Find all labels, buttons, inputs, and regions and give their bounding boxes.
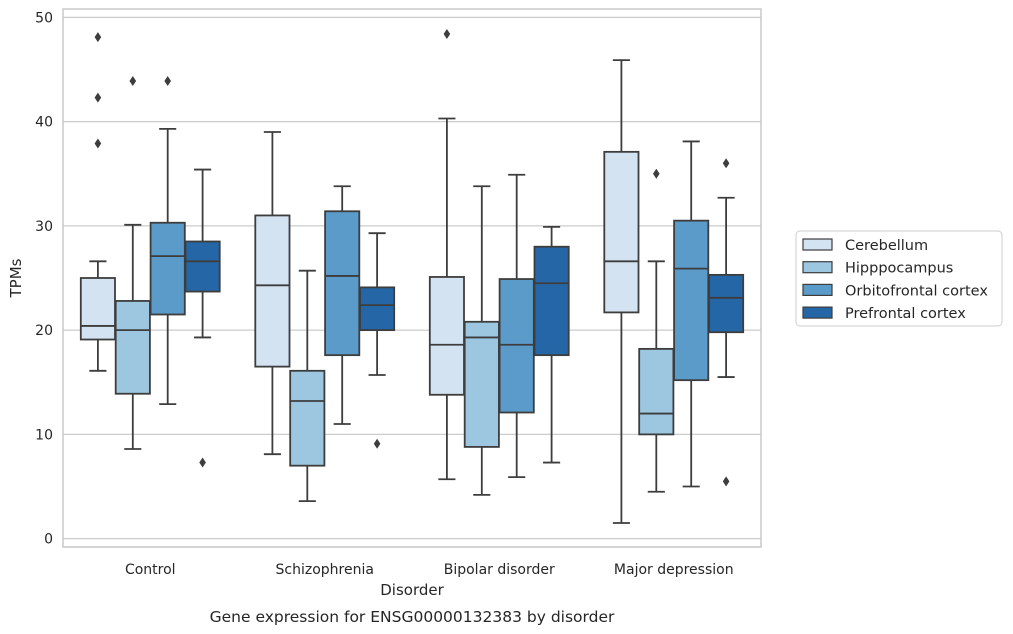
x-axis-title: Disorder: [380, 581, 444, 599]
y-tick-label: 40: [35, 115, 53, 131]
y-tick-label: 0: [44, 532, 53, 548]
y-tick-label: 50: [35, 10, 53, 26]
outlier-marker: [94, 92, 102, 103]
box-group: [289, 269, 326, 503]
outlier-marker: [199, 457, 206, 468]
y-tick-label: 10: [35, 427, 53, 443]
box-group: [114, 75, 151, 450]
box-group: [533, 226, 570, 464]
legend-label: Hipppocampus: [845, 261, 953, 277]
box: [463, 320, 500, 448]
box-group: [708, 158, 745, 487]
outlier-marker: [373, 438, 381, 449]
box-group: [324, 185, 361, 425]
legend-label: Orbitofrontal cortex: [845, 283, 988, 299]
x-tick-label: Control: [125, 562, 176, 578]
box: [498, 278, 535, 414]
box: [708, 273, 745, 334]
x-tick-label: Bipolar disorder: [444, 562, 555, 578]
box: [673, 219, 710, 382]
y-tick-label: 30: [35, 219, 53, 235]
outlier-marker: [722, 158, 730, 169]
x-axis-ticks: Control Schizophrenia Bipolar disorder Majo…: [125, 562, 734, 578]
y-tick-label: 20: [35, 323, 53, 339]
outlier-marker: [443, 29, 451, 40]
box-group: [638, 168, 675, 493]
legend-items: Cerebellum Hipppocampus Orbitofrontal cort…: [802, 238, 988, 322]
outlier-marker: [129, 75, 137, 86]
box-group: [673, 140, 710, 488]
legend-swatch: [802, 238, 833, 251]
box: [603, 150, 640, 314]
box: [149, 221, 186, 316]
box: [428, 276, 465, 396]
box-group: [359, 232, 396, 449]
box: [254, 214, 291, 368]
box: [289, 369, 326, 467]
outlier-marker: [653, 168, 660, 179]
box: [114, 300, 151, 395]
legend-swatch: [802, 306, 833, 319]
box-group: [428, 29, 465, 481]
box-group: [463, 185, 500, 496]
box: [638, 347, 675, 436]
box: [324, 210, 361, 357]
legend-swatch: [802, 261, 833, 274]
legend-frame: [795, 230, 1003, 327]
box-group: [603, 59, 640, 524]
y-axis-ticks: 0 10 20 30 40 50: [35, 10, 53, 547]
box-group: [254, 131, 291, 456]
box: [79, 277, 116, 341]
outlier-marker: [164, 75, 171, 86]
legend: Cerebellum Hipppocampus Orbitofrontal cort…: [795, 230, 1003, 327]
box: [533, 245, 570, 357]
legend-swatch: [802, 283, 833, 296]
box: [359, 286, 396, 332]
x-tick-label: Major depression: [614, 562, 734, 578]
outlier-marker: [94, 32, 102, 43]
legend-label: Prefrontal cortex: [845, 306, 966, 322]
x-tick-label: Schizophrenia: [276, 562, 374, 578]
boxes: [79, 29, 745, 524]
box-group: [184, 168, 221, 468]
y-axis-title: TPMs: [7, 258, 25, 298]
box-group: [79, 32, 116, 372]
outlier-marker: [94, 138, 102, 149]
chart-caption: Gene expression for ENSG00000132383 by d…: [210, 608, 615, 626]
box: [184, 240, 221, 293]
legend-label: Cerebellum: [845, 238, 928, 254]
outlier-marker: [722, 476, 730, 487]
